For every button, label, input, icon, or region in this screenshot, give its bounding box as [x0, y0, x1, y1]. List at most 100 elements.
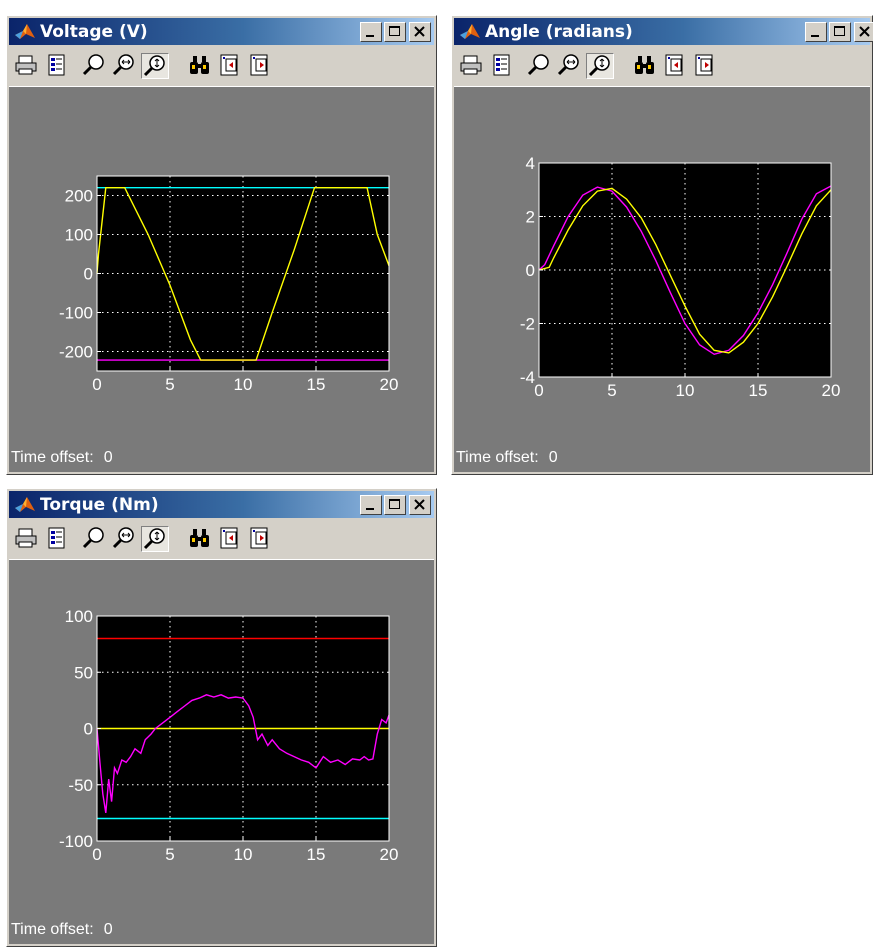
y-tick-label: 50: [74, 663, 93, 682]
autoscale-button[interactable]: [187, 526, 215, 552]
y-tick-label: -2: [520, 315, 535, 334]
zoom-y-button[interactable]: [141, 53, 169, 79]
y-tick-label: 2: [526, 208, 535, 227]
x-tick-label: 0: [92, 845, 101, 864]
autoscale-button[interactable]: [632, 53, 660, 79]
print-icon: [15, 528, 37, 548]
print-button[interactable]: [458, 53, 486, 79]
save-axes-button[interactable]: [662, 53, 690, 79]
torque-toolbar: [9, 520, 434, 557]
save-axes-button[interactable]: [217, 526, 245, 552]
y-tick-label: -200: [59, 343, 93, 362]
minimize-icon: [366, 508, 374, 510]
time-offset-label: Time offset:: [11, 449, 94, 466]
zoom-x-button[interactable]: [111, 53, 139, 79]
restore-axes-button[interactable]: [692, 53, 720, 79]
x-tick-label: 10: [676, 381, 695, 400]
zoom-icon: [527, 54, 549, 76]
y-tick-label: -4: [520, 368, 535, 387]
voltage-title-bar[interactable]: Voltage (V): [9, 18, 434, 45]
autoscale-button[interactable]: [187, 53, 215, 79]
zoom-button[interactable]: [81, 526, 109, 552]
y-tick-label: 100: [65, 226, 93, 245]
time-offset-label: Time offset:: [11, 921, 94, 938]
save-axes-icon: [665, 54, 683, 76]
minimize-icon: [811, 35, 819, 37]
zoom-y-icon: [588, 55, 610, 77]
parameters-button[interactable]: [43, 53, 71, 79]
zoom-y-button[interactable]: [141, 526, 169, 552]
zoom-x-icon: [112, 527, 134, 549]
parameters-icon: [493, 54, 510, 76]
x-tick-label: 10: [234, 845, 253, 864]
maximize-button[interactable]: [829, 22, 851, 42]
print-icon: [15, 55, 37, 75]
time-offset-value: 0: [548, 449, 558, 466]
parameters-icon: [48, 527, 65, 549]
angle-title: Angle (radians): [485, 22, 633, 42]
x-tick-label: 15: [307, 845, 326, 864]
maximize-icon: [389, 499, 400, 509]
close-button[interactable]: [409, 495, 431, 515]
zoom-button[interactable]: [526, 53, 554, 79]
y-tick-label: -50: [68, 776, 93, 795]
y-tick-label: 100: [65, 607, 93, 626]
close-icon: [414, 499, 425, 510]
zoom-y-button[interactable]: [586, 53, 614, 79]
autoscale-binoculars-icon: [190, 56, 209, 74]
series-line-3: [96, 694, 390, 814]
torque-plot-area: 100 50 0 -50 -100 0 5 10 15 20 Time offset: 0: [9, 559, 434, 944]
maximize-button[interactable]: [384, 22, 406, 42]
autoscale-binoculars-icon: [190, 529, 209, 547]
y-tick-label: 0: [84, 265, 93, 284]
time-offset-value: 0: [103, 449, 113, 466]
time-offset-readout: Time offset: 0: [456, 449, 568, 467]
series-line-1: [538, 187, 832, 354]
zoom-x-button[interactable]: [556, 53, 584, 79]
restore-axes-button[interactable]: [247, 53, 275, 79]
autoscale-binoculars-icon: [635, 56, 654, 74]
maximize-icon: [389, 26, 400, 36]
x-tick-label: 20: [380, 375, 399, 394]
zoom-y-icon: [143, 55, 165, 77]
zoom-button[interactable]: [81, 53, 109, 79]
x-tick-label: 20: [380, 845, 399, 864]
maximize-button[interactable]: [384, 495, 406, 515]
print-button[interactable]: [13, 526, 41, 552]
voltage-chart: 200 100 0 -100 -200 0 5 10 15 20: [59, 175, 399, 394]
minimize-button[interactable]: [805, 22, 827, 42]
x-tick-label: 10: [234, 375, 253, 394]
matlab-logo-icon: [460, 24, 480, 39]
minimize-button[interactable]: [360, 22, 382, 42]
save-axes-icon: [220, 527, 238, 549]
close-button[interactable]: [854, 22, 873, 42]
angle-plot-area: 4 2 0 -2 -4 0 5 10 15 20 Time offset: 0: [454, 86, 870, 472]
zoom-x-button[interactable]: [111, 526, 139, 552]
angle-scope-window: Angle (radians): [451, 15, 873, 475]
minimize-button[interactable]: [360, 495, 382, 515]
y-tick-label: 0: [84, 720, 93, 739]
print-icon: [460, 55, 482, 75]
parameters-button[interactable]: [488, 53, 516, 79]
save-axes-button[interactable]: [217, 53, 245, 79]
close-icon: [859, 26, 870, 37]
save-axes-icon: [220, 54, 238, 76]
parameters-button[interactable]: [43, 526, 71, 552]
close-button[interactable]: [409, 22, 431, 42]
x-tick-label: 15: [307, 375, 326, 394]
print-button[interactable]: [13, 53, 41, 79]
voltage-plot-area: 200 100 0 -100 -200 0 5 10 15 20 Time offset: 0: [9, 86, 434, 472]
angle-title-bar[interactable]: Angle (radians): [454, 18, 873, 45]
torque-title-bar[interactable]: Torque (Nm): [9, 491, 434, 518]
y-tick-label: -100: [59, 832, 93, 851]
angle-chart: 420-2-40 5 10 15 20: [520, 154, 841, 400]
x-tick-label: 0: [534, 381, 543, 400]
zoom-icon: [82, 527, 104, 549]
matlab-logo-icon: [15, 497, 35, 512]
voltage-title: Voltage (V): [40, 22, 148, 42]
restore-axes-icon: [250, 54, 268, 76]
zoom-icon: [82, 54, 104, 76]
restore-axes-button[interactable]: [247, 526, 275, 552]
series-line-0: [538, 185, 832, 356]
